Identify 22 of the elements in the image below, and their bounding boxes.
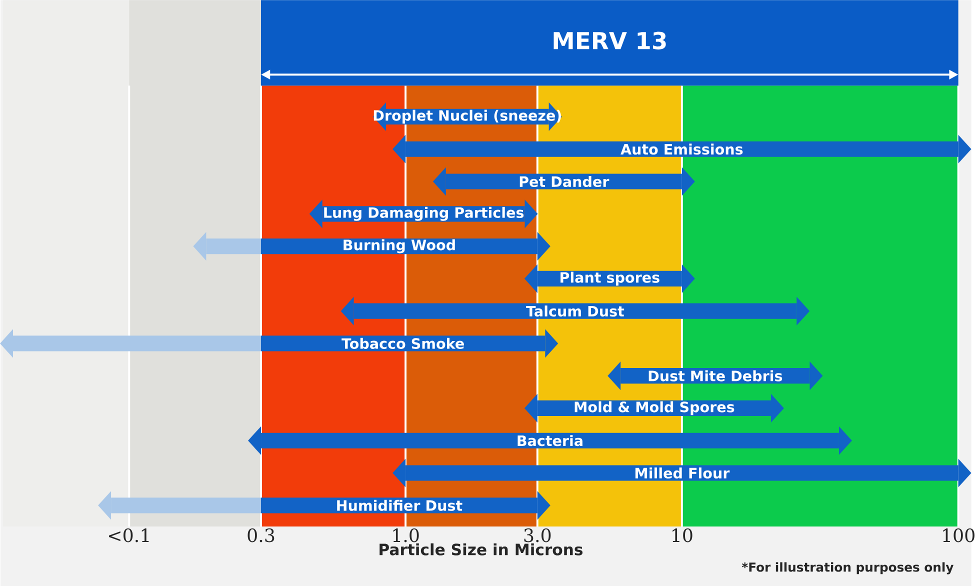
x-axis-title: Particle Size in Microns	[380, 543, 582, 556]
y-tick-label: Dust Mite Debris	[648, 370, 782, 382]
x-tick-label: 10	[672, 528, 692, 542]
x-tick-label: 100	[943, 528, 974, 542]
y-tick-label: Humidifier Dust	[337, 500, 462, 511]
chart-title: MERV 13	[554, 32, 666, 50]
y-tick-label: Tobacco Smoke	[342, 338, 464, 349]
y-tick-label: Plant spores	[560, 272, 660, 286]
y-tick-label: Milled Flour	[635, 467, 730, 478]
x-tick-label: 1.0	[393, 528, 419, 542]
y-tick-label: Mold & Mold Spores	[574, 401, 734, 416]
text: *For illustration purposes only	[742, 562, 954, 574]
y-tick-label: Pet Dander	[520, 176, 610, 187]
y-tick-label: Droplet Nuclei (sneeze)	[374, 110, 561, 124]
y-tick-label: Bacteria	[518, 434, 582, 446]
y-tick-label: Auto Emissions	[620, 143, 743, 155]
x-tick-label: 0.3	[248, 528, 274, 542]
y-tick-label: Burning Wood	[344, 239, 455, 254]
x-tick-label: 3.0	[524, 528, 551, 542]
x-tick-label: <0.1	[108, 528, 149, 542]
y-tick-label: Talcum Dust	[526, 305, 624, 316]
y-tick-label: Lung Damaging Particles	[324, 206, 524, 221]
